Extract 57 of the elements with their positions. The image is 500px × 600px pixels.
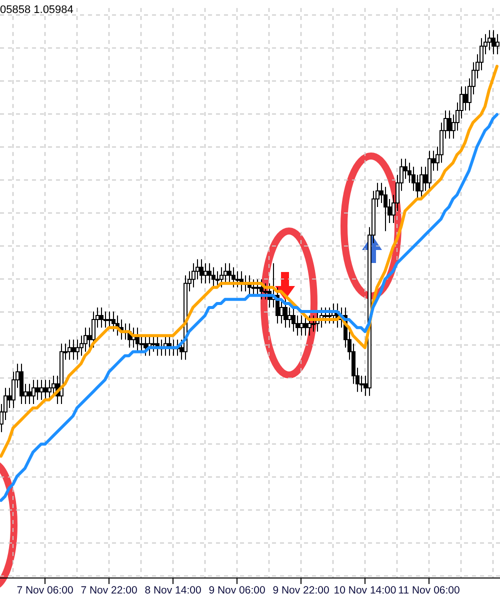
candlestick [384, 186, 388, 232]
candlestick [292, 306, 296, 332]
candlestick [48, 379, 52, 400]
candlestick [40, 379, 44, 400]
candlestick [212, 266, 216, 288]
candlestick [208, 262, 212, 284]
candlestick [32, 379, 36, 404]
candlestick [44, 379, 48, 400]
candlestick [28, 383, 32, 404]
candlestick [228, 262, 232, 284]
candlestick [216, 270, 220, 288]
candlestick [488, 30, 492, 51]
candlestick [104, 310, 108, 328]
candlestick [324, 306, 328, 324]
candlestick [448, 110, 452, 140]
candlestick [236, 270, 240, 288]
candlestick [256, 278, 260, 296]
candlestick [192, 262, 196, 288]
x-tick-label: 7 Nov 06:00 [16, 584, 74, 596]
candlestick [464, 86, 468, 112]
candlestick [36, 379, 40, 400]
candlestick [84, 327, 88, 352]
candlestick [252, 278, 256, 296]
candlestick [152, 335, 156, 352]
x-tick-label: 10 Nov 14:00 [334, 584, 396, 596]
candlestick [300, 315, 304, 336]
candlestick [108, 310, 112, 328]
x-tick-label: 9 Nov 06:00 [208, 584, 266, 596]
candlestick [68, 339, 72, 360]
candlestick [304, 315, 308, 336]
candlestick [404, 158, 408, 180]
candlestick [492, 30, 496, 55]
candlestick [204, 262, 208, 284]
candlestick [76, 339, 80, 360]
candlestick [232, 266, 236, 288]
candlestick [92, 310, 96, 348]
candlestick [308, 315, 312, 336]
candlestick [100, 306, 104, 328]
candlestick [264, 282, 268, 300]
x-tick-label: 9 Nov 22:00 [272, 584, 330, 596]
candlestick [288, 306, 292, 328]
candlestick [260, 278, 264, 300]
x-tick-label: 11 Nov 06:00 [398, 584, 460, 596]
candlestick [200, 258, 204, 284]
candlestick [144, 335, 148, 356]
candlestick [312, 315, 316, 332]
candlestick [284, 298, 288, 328]
x-tick-label: 8 Nov 14:00 [144, 584, 202, 596]
candlestick [112, 310, 116, 332]
candlestick [328, 306, 332, 324]
candlestick [52, 375, 56, 396]
text: 05858 1.05984 [0, 4, 74, 16]
candlestick [220, 266, 224, 288]
candlestick [72, 339, 76, 360]
candlestick [224, 262, 228, 284]
candlestick [420, 166, 424, 200]
x-tick-label: 7 Nov 22:00 [80, 584, 138, 596]
